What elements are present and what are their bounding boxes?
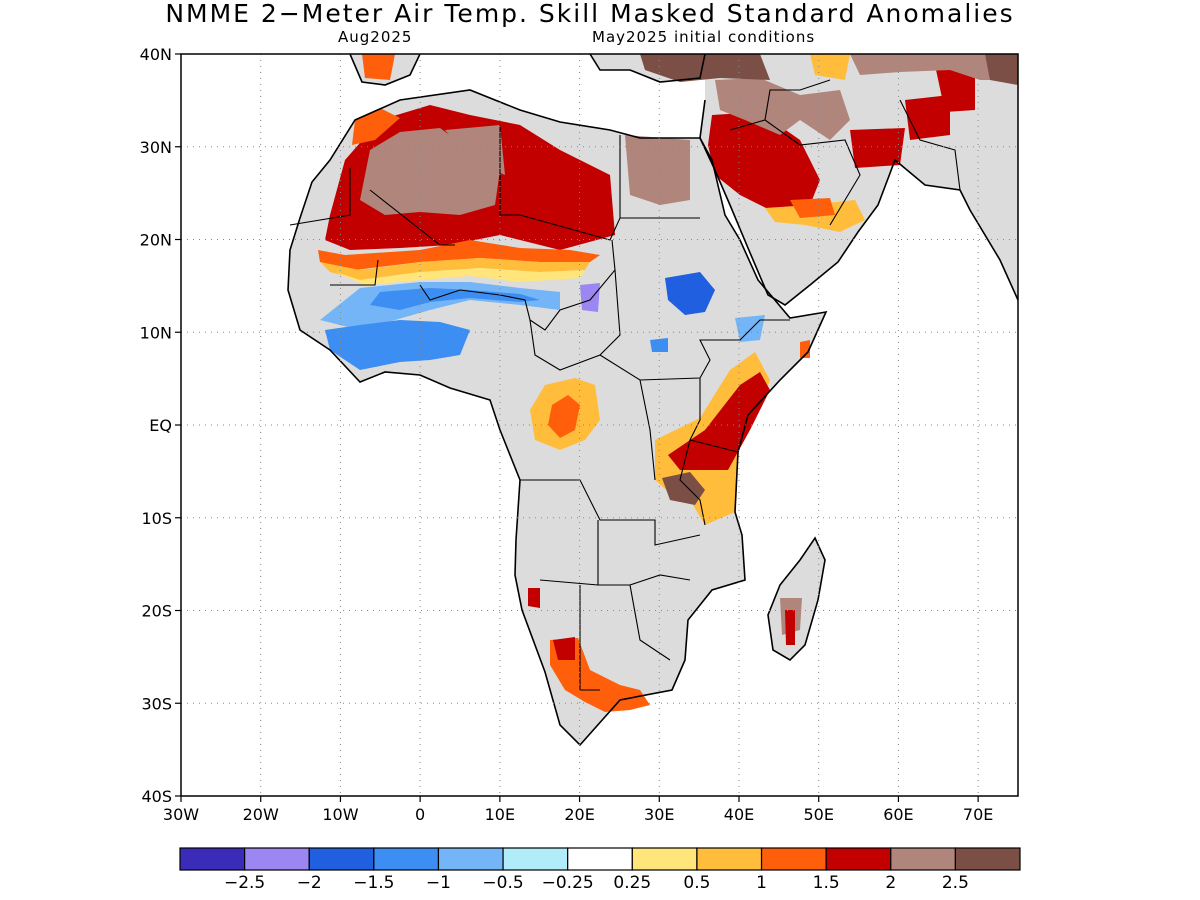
colorbar-label: 2.5 <box>942 873 969 893</box>
anomaly-eastafrica-2 <box>668 372 770 470</box>
anomaly-asia-3 <box>985 54 1018 85</box>
anomaly-namibia-2 <box>553 637 575 660</box>
anomaly-pakistan-2 <box>905 95 950 140</box>
colorbar-label: −2 <box>297 873 322 893</box>
anomaly-sahel-1 <box>320 258 590 280</box>
plot-frame <box>180 53 1019 797</box>
anomaly-madagascar-2 <box>785 610 795 645</box>
lat-tick-label: 30N <box>140 138 172 157</box>
coast-europe-east <box>589 54 706 83</box>
coast-europe <box>349 54 421 86</box>
anomaly-sudan-15 <box>665 272 715 315</box>
coast-arabia <box>699 99 1018 306</box>
anomaly-sahara-25b <box>445 125 505 175</box>
colorbar-label: 2 <box>885 873 896 893</box>
axis-ticks <box>175 53 979 802</box>
anomaly-persia-2 <box>850 128 905 168</box>
colorbar-swatch <box>760 847 827 871</box>
initial-conditions: May2025 initial conditions <box>592 28 816 46</box>
colorbar-swatch <box>373 847 440 871</box>
colorbar-label: 1.5 <box>813 873 840 893</box>
colorbar-label: −2.5 <box>224 873 265 893</box>
lat-tick-label: 10N <box>140 323 172 342</box>
anomaly-iberia-15 <box>362 54 395 80</box>
anomaly-iran-25 <box>715 78 850 140</box>
anomaly-sahel-05 <box>335 268 585 285</box>
anomaly-chad-2 <box>580 283 600 312</box>
anomaly-iran-3 <box>640 54 770 82</box>
anomaly-caspian-1 <box>810 54 850 80</box>
borders-north-africa <box>289 125 700 246</box>
lon-tick-label: 40E <box>724 805 754 824</box>
valid-month: Aug2025 <box>338 28 413 46</box>
colorbar-label: −0.5 <box>482 873 523 893</box>
colorbar-swatch <box>890 847 956 871</box>
lat-tick-label: 30S <box>141 694 172 713</box>
grid-lines <box>181 54 1018 796</box>
lon-tick-label: 10E <box>485 805 515 824</box>
longitude-labels: 30W 20W 10W 0 10E 20E 30E 40E 50E 60E 70E <box>163 805 993 824</box>
colorbar <box>179 847 1021 871</box>
lon-tick-label: 60E <box>883 805 913 824</box>
lon-tick-label: 70E <box>963 805 993 824</box>
colorbar-swatch <box>502 847 569 871</box>
colorbar-swatch <box>567 847 633 871</box>
colorbar-labels: −2.5 −2 −1.5 −1 −0.5 −0.25 0.25 0.5 1 1.5 2 2.5 <box>224 873 969 893</box>
anomaly-congo-15 <box>548 395 580 438</box>
lat-tick-label: 40S <box>141 787 172 806</box>
anomaly-morocco-15 <box>352 108 400 145</box>
borders-arabia <box>729 79 961 226</box>
anomaly-egypt-25 <box>625 135 690 205</box>
lon-tick-label: 20W <box>243 805 279 824</box>
lon-tick-label: 50E <box>803 805 833 824</box>
latitude-labels: 40N 30N 20N 10N EQ 10S 20S 30S 40S <box>140 45 172 806</box>
anomaly-eastafrica-25 <box>662 472 705 505</box>
borders-central <box>529 269 790 381</box>
colorbar-swatch <box>631 847 698 871</box>
anomaly-sahel-15 <box>318 240 600 270</box>
colorbar-swatch <box>954 847 1021 871</box>
map-title: NMME 2−Meter Air Temp. Skill Masked Stan… <box>165 0 1015 28</box>
colorbar-swatch <box>244 847 310 871</box>
lon-tick-label: 30W <box>163 805 199 824</box>
colorbar-swatch <box>179 847 246 871</box>
colorbar-swatch <box>308 847 375 871</box>
borders-east <box>639 378 739 526</box>
colorbar-swatch <box>825 847 892 871</box>
anomaly-wafrica-1 <box>370 288 540 310</box>
colorbar-swatch <box>437 847 504 871</box>
lat-tick-label: 10S <box>141 509 172 528</box>
lon-tick-label: 10W <box>322 805 358 824</box>
anomaly-sudan-1b <box>650 338 668 352</box>
colorbar-label: −0.25 <box>542 873 594 893</box>
lon-tick-label: 30E <box>644 805 674 824</box>
colorbar-label: 1 <box>756 873 767 893</box>
lat-tick-label: 20N <box>140 231 172 250</box>
coastlines <box>287 54 1018 747</box>
lat-tick-label: EQ <box>149 416 172 435</box>
colorbar-label: −1.5 <box>353 873 394 893</box>
anomaly-angola-2 <box>528 588 540 608</box>
anomaly-asia-25 <box>850 54 1010 80</box>
lat-tick-label: 20S <box>141 602 172 621</box>
lon-tick-label: 20E <box>564 805 594 824</box>
colorbar-swatch <box>696 847 763 871</box>
coast-africa <box>287 89 828 747</box>
coast-madagascar <box>767 536 826 662</box>
colorbar-label: 0.5 <box>683 873 710 893</box>
lon-tick-label: 0 <box>415 805 425 824</box>
anomaly-arabia-2 <box>708 112 820 210</box>
colorbar-label: −1 <box>426 873 451 893</box>
lat-tick-label: 40N <box>140 45 172 64</box>
colorbar-label: 0.25 <box>613 873 651 893</box>
anomaly-arabia-15 <box>790 198 835 218</box>
